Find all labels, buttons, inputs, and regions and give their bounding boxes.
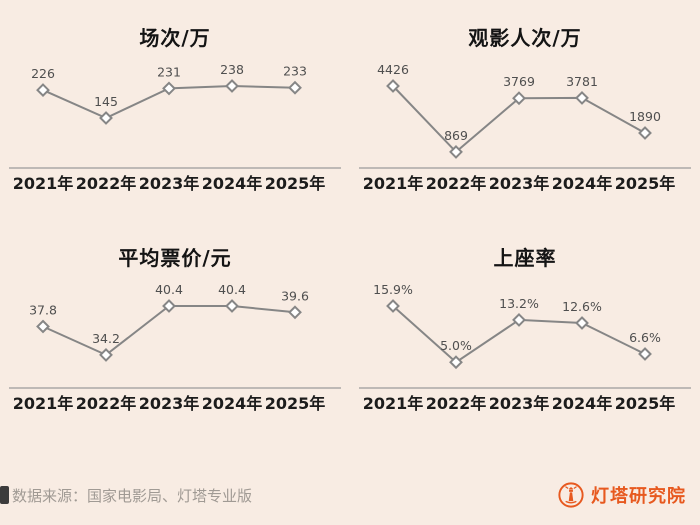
lighthouse-icon [558,482,584,508]
data-point-marker [386,79,400,93]
data-point-marker [449,355,463,370]
data-point-marker [225,299,239,313]
value-label: 40.4 [155,282,183,297]
sessions-line-chart: 226 2021年 145 2022年 231 2023年 238 2024年 233 2025年 [9,62,341,193]
value-label: 39.6 [281,288,309,303]
avg-price-line-chart: 37.8 2021年 34.2 2022年 40.4 2023年 40.4 2024年 39.6… [9,282,341,413]
value-label: 5.0% [440,338,472,353]
data-source-text: 数据来源：国家电影局、灯塔专业版 [12,486,253,505]
admissions-line-chart: 4426 2021年 869 2022年 3769 2023年 3781 2024年 1890 2… [359,62,691,193]
chart-title-admissions: 观影人次/万 [468,26,582,50]
value-label: 12.6% [562,299,602,314]
data-point-marker [288,305,302,320]
year-label: 2025年 [265,394,326,413]
value-label: 40.4 [218,282,246,297]
chart-title-avg-price: 平均票价/元 [118,246,232,270]
chart-avg-price: 平均票价/元 37.8 2021年 34.2 2022年 40.4 2023年 40.4 20… [0,232,350,452]
year-label: 2024年 [552,174,613,193]
year-label: 2025年 [615,174,676,193]
data-point-marker [162,81,176,96]
value-label: 1890 [629,109,661,124]
data-point-marker [162,299,176,313]
value-label: 15.9% [373,282,413,297]
value-label: 226 [31,66,55,81]
year-label: 2023年 [139,394,200,413]
value-label: 34.2 [92,331,120,346]
data-point-marker [99,347,113,362]
value-label: 231 [157,64,181,79]
value-label: 3781 [566,74,598,89]
year-label: 2024年 [552,394,613,413]
value-label: 6.6% [629,330,661,345]
year-label: 2022年 [426,394,487,413]
year-label: 2023年 [139,174,200,193]
year-label: 2022年 [76,174,137,193]
chart-title-attendance-rate: 上座率 [493,246,557,270]
data-point-marker [512,91,526,106]
data-point-marker [99,111,113,125]
year-label: 2021年 [13,394,74,413]
value-label: 13.2% [499,296,539,311]
value-label: 238 [220,62,244,77]
chart-title-sessions: 场次/万 [139,26,211,50]
year-label: 2025年 [265,174,326,193]
year-label: 2025年 [615,394,676,413]
chart-sessions: 场次/万 226 2021年 145 2022年 231 2023年 238 2024年 233… [0,12,350,232]
year-label: 2021年 [13,174,74,193]
value-label: 145 [94,94,118,109]
data-point-marker [36,319,50,334]
value-label: 4426 [377,62,409,77]
value-label: 37.8 [29,303,57,318]
data-line [42,305,296,357]
brand-name: 灯塔研究院 [591,486,686,507]
data-point-marker [575,90,589,105]
attendance-rate-line-chart: 15.9% 2021年 5.0% 2022年 13.2% 2023年 12.6% 2024年 6… [359,282,691,413]
year-label: 2021年 [363,174,424,193]
year-label: 2021年 [363,394,424,413]
year-label: 2024年 [202,174,263,193]
year-label: 2024年 [202,394,263,413]
data-point-marker [386,299,400,313]
data-point-marker [36,83,50,98]
charts-grid: 场次/万 226 2021年 145 2022年 231 2023年 238 2024年 233… [0,12,700,452]
data-point-marker [512,312,526,327]
brand-logo: 灯塔研究院 [557,481,686,509]
data-source-row: 数据来源：国家电影局、灯塔专业版 [0,485,252,506]
data-point-marker [638,347,652,361]
footer: 数据来源：国家电影局、灯塔专业版 灯塔研究院 [0,481,700,509]
data-point-marker [575,316,589,330]
year-label: 2023年 [489,174,550,193]
data-point-marker [449,144,463,159]
value-label: 3769 [503,74,535,89]
data-point-marker [225,79,239,93]
year-label: 2023年 [489,394,550,413]
chart-attendance-rate: 上座率 15.9% 2021年 5.0% 2022年 13.2% 2023年 12.6% 20… [350,232,700,452]
data-point-marker [638,126,652,140]
chart-admissions: 观影人次/万 4426 2021年 869 2022年 3769 2023年 3781 202… [350,12,700,232]
year-label: 2022年 [76,394,137,413]
value-label: 869 [444,128,468,143]
value-label: 233 [283,64,307,79]
cropped-edge-icon [0,486,9,504]
data-point-marker [288,80,302,95]
year-label: 2022年 [426,174,487,193]
